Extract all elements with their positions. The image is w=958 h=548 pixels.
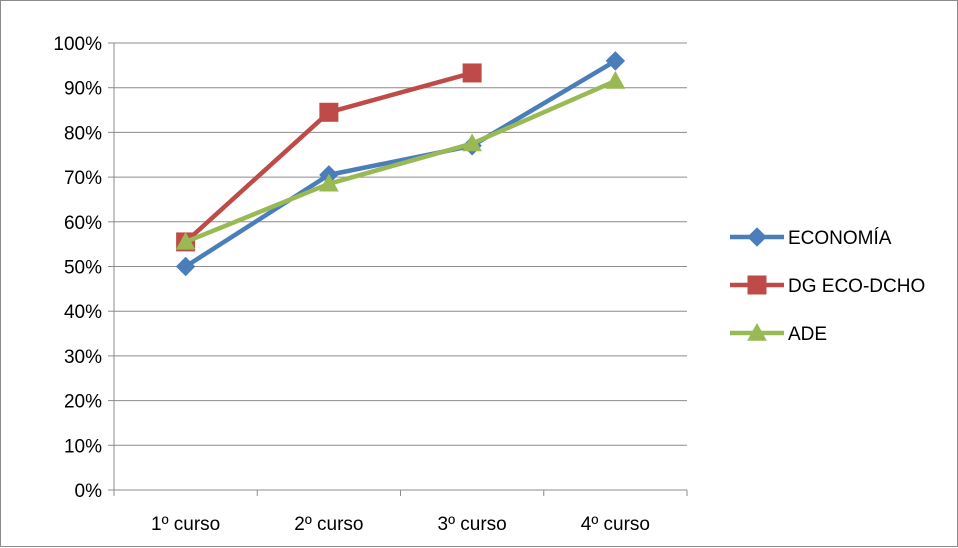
data-point <box>175 256 196 277</box>
x-tick-label: 3º curso <box>438 514 507 535</box>
data-point <box>605 70 626 89</box>
x-tick-label: 2º curso <box>294 514 363 535</box>
series-line <box>184 78 617 244</box>
data-point <box>462 133 482 152</box>
y-tick-label: 100% <box>53 34 102 55</box>
data-point <box>605 51 626 71</box>
legend-label: ADE <box>788 324 827 345</box>
legend-marker <box>747 227 767 247</box>
y-tick-label: 40% <box>64 302 102 323</box>
x-tick-label: 1º curso <box>151 514 220 535</box>
y-tick-label: 60% <box>64 213 102 234</box>
legend-marker <box>747 322 767 341</box>
data-point <box>462 63 482 83</box>
legend-marker <box>747 275 767 295</box>
series-line <box>184 58 617 269</box>
y-tick-label: 80% <box>64 123 102 144</box>
series-0 <box>175 51 626 277</box>
y-tick-label: 20% <box>64 392 102 413</box>
axes <box>108 42 688 496</box>
data-point <box>319 173 339 192</box>
y-tick-label: 30% <box>64 347 102 368</box>
y-axis-tick-labels: 0% 10% 20% 30% 40% 50% 60% 70% 80% 90% 100% <box>53 34 102 502</box>
y-tick-label: 10% <box>64 436 102 457</box>
series <box>175 51 626 277</box>
data-point <box>319 102 339 122</box>
legend-item: DG ECO-DCHO <box>730 275 925 297</box>
legend-item: ADE <box>730 322 827 345</box>
y-tick-label: 70% <box>64 168 102 189</box>
legend: ECONOMÍA DG ECO-DCHO ADE <box>730 227 925 345</box>
series-2 <box>175 70 626 250</box>
y-tick-label: 90% <box>64 79 102 100</box>
x-axis-tick-labels: 1º curso 2º curso 3º curso 4º curso <box>151 514 650 535</box>
y-tick-label: 0% <box>75 481 103 502</box>
legend-label: ECONOMÍA <box>788 228 892 249</box>
data-point <box>175 231 196 250</box>
legend-item: ECONOMÍA <box>730 227 892 249</box>
series-1 <box>176 63 482 252</box>
legend-label: DG ECO-DCHO <box>788 276 925 297</box>
x-tick-label: 4º curso <box>581 514 650 535</box>
gridlines <box>114 42 687 446</box>
y-tick-label: 50% <box>64 258 102 279</box>
